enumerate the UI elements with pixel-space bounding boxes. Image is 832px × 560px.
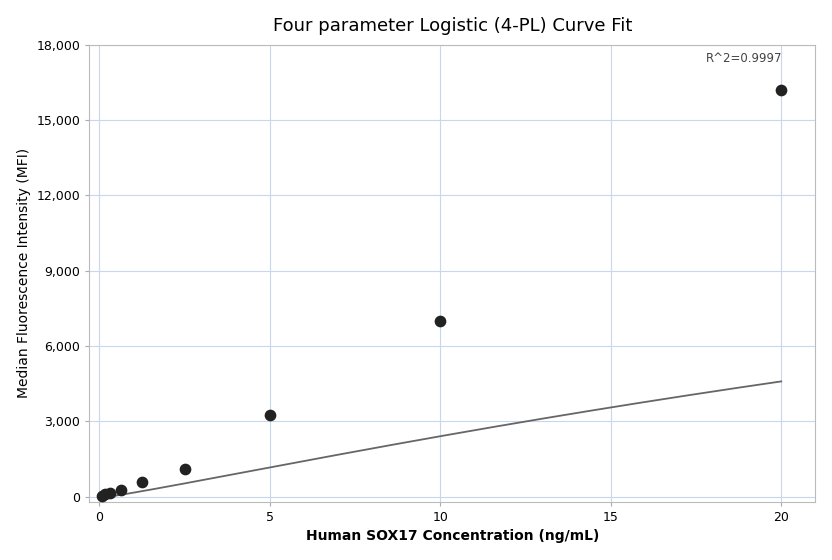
Y-axis label: Median Fluorescence Intensity (MFI): Median Fluorescence Intensity (MFI): [17, 148, 31, 398]
Point: [98, 490, 111, 499]
X-axis label: Human SOX17 Concentration (ng/mL): Human SOX17 Concentration (ng/mL): [305, 529, 599, 543]
Point: [263, 410, 276, 419]
Point: [114, 485, 127, 494]
Text: R^2=0.9997: R^2=0.9997: [706, 52, 783, 64]
Point: [136, 478, 149, 487]
Point: [96, 492, 109, 501]
Title: Four parameter Logistic (4-PL) Curve Fit: Four parameter Logistic (4-PL) Curve Fit: [273, 17, 632, 35]
Point: [433, 316, 447, 325]
Point: [775, 85, 788, 94]
Point: [103, 488, 116, 497]
Point: [178, 465, 191, 474]
